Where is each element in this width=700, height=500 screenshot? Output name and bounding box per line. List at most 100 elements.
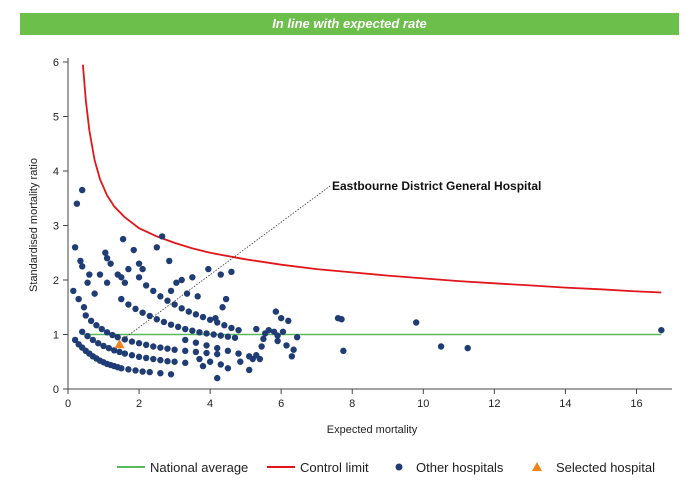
hospital-point — [231, 334, 239, 341]
hospital-point — [128, 338, 136, 345]
annotation-leader-line — [121, 185, 331, 341]
series-lines — [82, 64, 662, 336]
hospital-point — [203, 349, 210, 357]
hospital-point — [265, 326, 272, 334]
hospital-point — [119, 235, 127, 243]
hospital-point — [285, 317, 292, 325]
hospital-point — [118, 295, 125, 303]
hospital-point — [139, 309, 146, 316]
control-limit-line — [82, 64, 662, 294]
hospital-point — [217, 271, 224, 278]
hospital-point — [214, 319, 221, 326]
hospital-point — [253, 325, 260, 333]
hospital-point — [164, 297, 171, 304]
hospital-point — [146, 368, 153, 376]
hospital-point — [214, 350, 221, 358]
hospital-point — [167, 371, 175, 378]
hospital-point — [182, 359, 189, 367]
hospital-point — [118, 365, 125, 372]
hospital-point — [80, 304, 88, 311]
hospital-point — [192, 339, 200, 346]
hospital-point — [158, 233, 166, 240]
hospital-point — [79, 263, 86, 270]
x-tick-label: 0 — [65, 398, 71, 410]
hospital-point — [128, 352, 136, 359]
chart-legend: National average Control limit Other hospi… — [117, 460, 655, 475]
hospital-point — [142, 354, 150, 362]
x-tick-label: 8 — [349, 398, 355, 410]
hospital-point — [157, 369, 164, 377]
hospital-point — [153, 244, 161, 251]
hospital-point — [105, 344, 113, 352]
hospital-point — [222, 295, 230, 303]
y-tick-label: 4 — [53, 166, 59, 178]
hospital-point — [110, 347, 118, 354]
hospital-point — [274, 332, 281, 339]
hospital-point — [171, 301, 178, 308]
legend-selected-label: Selected hospital — [556, 460, 655, 475]
y-tick-label: 0 — [53, 384, 59, 396]
legend-national-label: National average — [150, 460, 248, 475]
hospital-point — [150, 287, 157, 295]
hospital-point — [224, 347, 232, 355]
hospital-point — [183, 290, 191, 297]
hospital-point — [157, 293, 164, 300]
hospital-point — [82, 312, 89, 319]
hospital-point — [114, 334, 121, 341]
hospital-point — [132, 305, 139, 313]
x-axis-label: Expected mortality — [327, 424, 418, 436]
hospital-point — [135, 274, 143, 281]
legend-other-label: Other hospitals — [416, 460, 504, 475]
hospital-point — [253, 352, 260, 359]
hospital-point — [153, 316, 161, 323]
hospital-point — [182, 347, 189, 355]
hospital-point — [217, 332, 224, 339]
hospital-point — [203, 342, 210, 349]
hospital-point — [146, 312, 153, 320]
hospital-point — [228, 324, 235, 332]
status-banner-text: In line with expected rate — [272, 16, 427, 31]
hospital-point — [135, 353, 143, 361]
hospital-point — [185, 308, 192, 315]
hospital-point — [132, 367, 139, 374]
hospital-point — [102, 249, 109, 256]
hospital-point — [279, 328, 287, 335]
hospital-point — [167, 321, 175, 328]
hospital-point — [121, 350, 129, 357]
x-tick-label: 2 — [136, 398, 142, 410]
hospital-point — [178, 305, 185, 312]
hospital-point — [206, 316, 214, 323]
hospital-point — [182, 336, 189, 344]
hospital-point — [98, 325, 105, 333]
hospital-point — [293, 334, 301, 341]
hospital-point — [100, 342, 107, 350]
hospital-point — [70, 287, 77, 295]
hospital-point — [196, 355, 203, 363]
hospital-point — [658, 326, 665, 334]
hospital-point — [71, 244, 79, 251]
hospital-point — [199, 362, 207, 370]
hospital-point — [272, 308, 280, 315]
hospital-point — [178, 276, 185, 284]
hospital-point — [412, 319, 420, 326]
y-axis-label: Standardised mortality ratio — [28, 158, 40, 292]
hospital-point — [84, 279, 91, 286]
hospital-point — [205, 265, 212, 273]
hospital-point — [210, 331, 217, 338]
hospital-point — [103, 255, 111, 262]
hospital-point — [86, 271, 93, 278]
hospital-point — [135, 260, 143, 267]
hospital-point — [71, 336, 79, 344]
selected-hospital-marker — [114, 339, 125, 349]
hospital-point — [167, 287, 175, 295]
hospital-point — [437, 343, 445, 350]
hospital-point — [109, 331, 116, 339]
hospital-point — [224, 333, 232, 340]
hospital-point — [84, 332, 91, 340]
hospital-point — [283, 342, 290, 349]
x-tick-label: 6 — [278, 398, 284, 410]
legend-selected-swatch — [532, 462, 542, 471]
hospital-point — [260, 335, 267, 343]
hospital-point — [206, 358, 214, 365]
